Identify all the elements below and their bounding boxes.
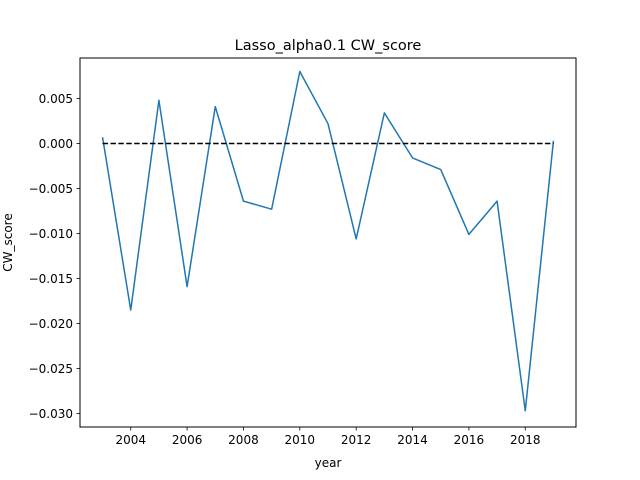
x-axis-label: year [315, 456, 342, 470]
axes-frame [79, 57, 577, 428]
x-tick-label: 2016 [454, 433, 485, 447]
plot-area: 2004 2006 2008 2010 2012 2014 2016 2018 0.005 0.0… [29, 70, 555, 447]
y-tick-label: −0.020 [29, 317, 73, 331]
y-tick-label: −0.005 [29, 182, 73, 196]
x-tick-label: 2014 [397, 433, 428, 447]
y-tick-label: 0.005 [39, 92, 73, 106]
y-tick-label: −0.030 [29, 407, 73, 421]
chart-title: Lasso_alpha0.1 CW_score [235, 38, 422, 54]
cw-score-series-line [101, 70, 555, 412]
x-tick-label: 2006 [172, 433, 203, 447]
y-tick-label: −0.010 [29, 227, 73, 241]
y-tick-label: 0.000 [39, 137, 73, 151]
x-tick-label: 2008 [228, 433, 259, 447]
y-tick-label: −0.015 [29, 272, 73, 286]
x-tick-label: 2010 [285, 433, 316, 447]
x-tick-label: 2004 [115, 433, 146, 447]
y-tick-label: −0.025 [29, 362, 73, 376]
x-tick-label: 2012 [341, 433, 372, 447]
y-axis-label: CW_score [1, 213, 15, 272]
x-tick-label: 2018 [510, 433, 541, 447]
